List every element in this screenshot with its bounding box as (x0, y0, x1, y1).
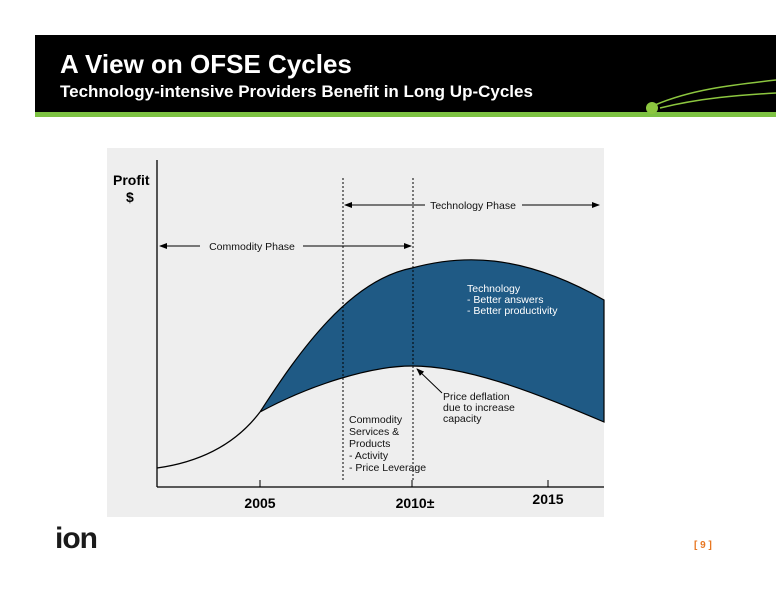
header-band (35, 35, 776, 113)
header-rule (35, 112, 776, 117)
title: A View on OFSE Cycles (60, 49, 352, 79)
logo: ion (55, 522, 97, 555)
note-line: - Price Leverage (349, 462, 426, 474)
y-label: Profit (113, 172, 150, 188)
note-line: - Better productivity (467, 305, 558, 317)
x-label: 2015 (532, 491, 563, 507)
arrow (416, 368, 443, 394)
x-label: 2010± (396, 495, 435, 511)
technology-note: Technology - Better answers - Better pro… (467, 283, 558, 317)
note-line: Commodity (349, 414, 403, 426)
phase-label: Commodity Phase (209, 241, 295, 253)
note-line: Services & (349, 426, 399, 438)
technology-band (259, 259, 605, 423)
page-number: [ 9 ] (694, 540, 712, 551)
note-line: Technology (467, 283, 521, 295)
x-ticks (259, 480, 549, 487)
note-line: - Better answers (467, 294, 543, 306)
note-line: Products (349, 438, 390, 450)
note-line: capacity (443, 413, 482, 425)
header-graphic (646, 79, 776, 114)
phase-label: Technology Phase (430, 200, 516, 212)
commodity-curve (156, 411, 261, 469)
x-label: 2005 (244, 495, 275, 511)
note-line: - Activity (349, 450, 389, 462)
subtitle: Technology-intensive Providers Benefit i… (60, 82, 533, 101)
y-label: $ (126, 189, 134, 205)
note-line: Price deflation (443, 391, 510, 403)
note-line: due to increase (443, 402, 515, 414)
